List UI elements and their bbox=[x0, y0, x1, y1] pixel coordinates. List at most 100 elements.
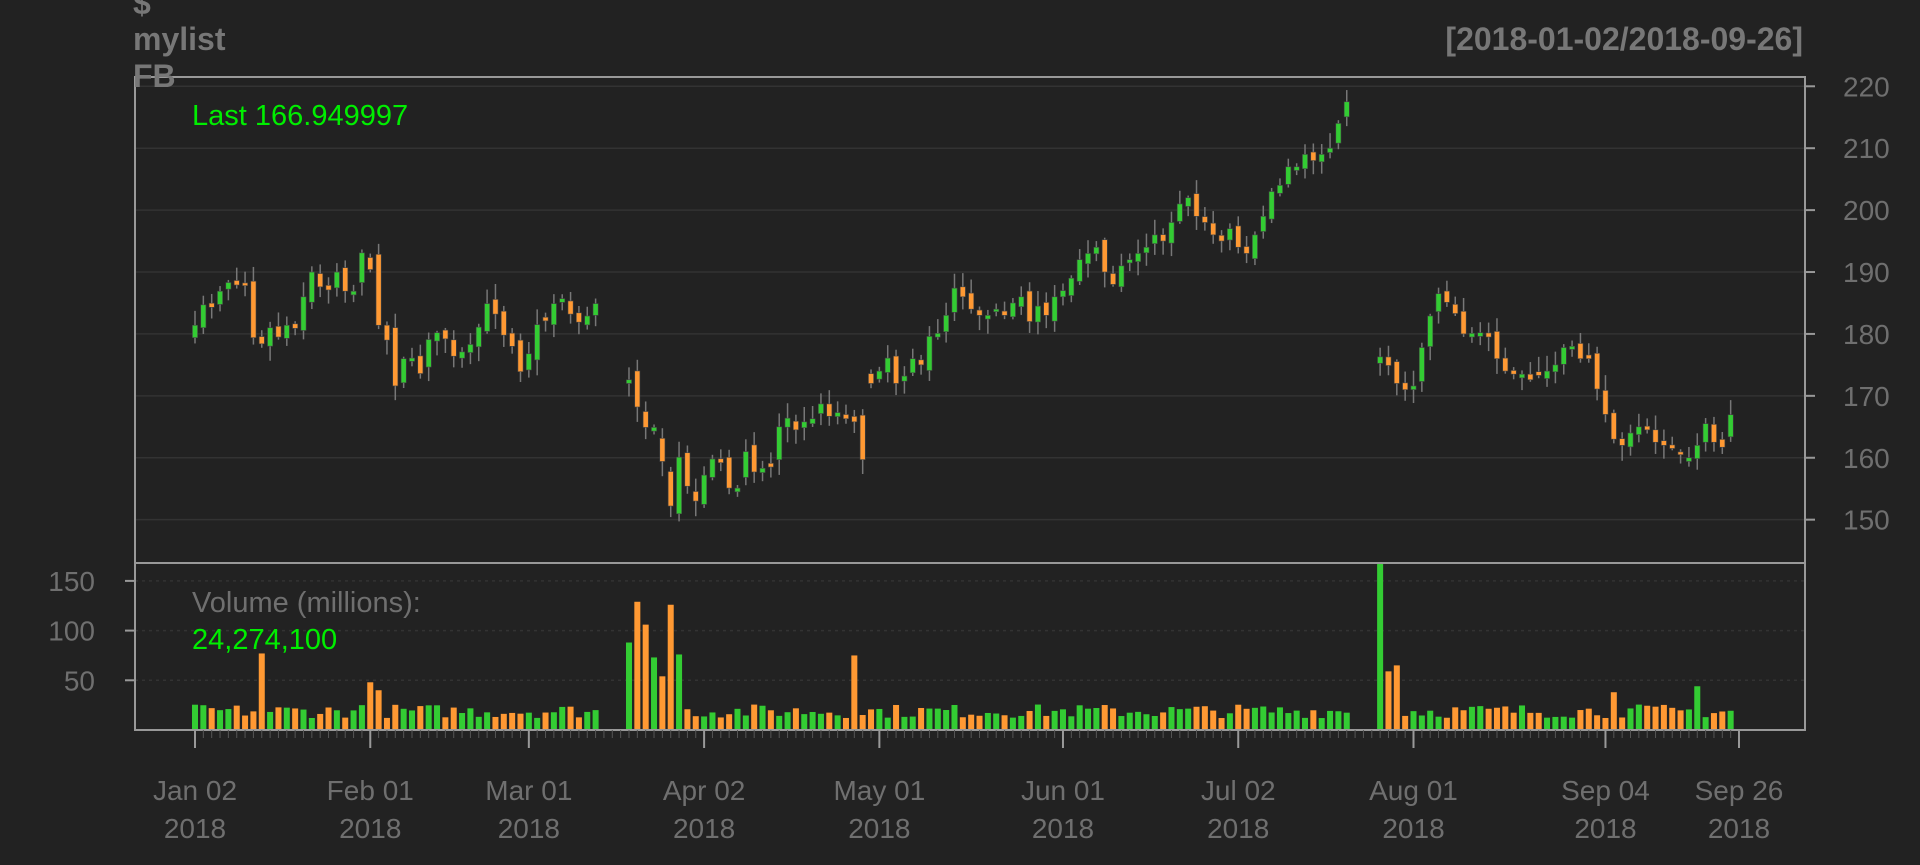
candle-body bbox=[283, 324, 290, 339]
price-candle bbox=[225, 279, 232, 301]
price-candle bbox=[759, 460, 766, 482]
price-candle bbox=[1076, 249, 1083, 285]
volume-bar bbox=[191, 704, 199, 730]
volume-bar bbox=[292, 708, 299, 730]
volume-bar bbox=[1268, 712, 1275, 730]
candle-body bbox=[1569, 346, 1575, 350]
candle-body bbox=[968, 292, 975, 310]
candle-body bbox=[826, 403, 833, 417]
volume-bar bbox=[1577, 710, 1584, 730]
candle-body bbox=[409, 357, 415, 362]
volume-bar bbox=[342, 717, 349, 730]
price-candle bbox=[667, 466, 674, 518]
volume-bar bbox=[625, 642, 632, 730]
volume-bar bbox=[726, 714, 733, 730]
candle-body bbox=[1635, 426, 1642, 435]
candle-body bbox=[709, 458, 716, 478]
price-candle bbox=[367, 253, 374, 273]
price-candle bbox=[275, 312, 282, 340]
price-candle bbox=[734, 484, 741, 497]
candle-body bbox=[217, 290, 223, 305]
candle-body bbox=[492, 299, 499, 315]
candle-body bbox=[1310, 151, 1317, 161]
volume-bar bbox=[709, 712, 716, 730]
candle-body bbox=[275, 325, 282, 338]
candle-body bbox=[1010, 302, 1016, 318]
candle-body bbox=[208, 302, 215, 308]
price-candle bbox=[242, 271, 248, 297]
volume-bar bbox=[550, 712, 557, 730]
candle-body bbox=[475, 326, 482, 348]
candle-body bbox=[567, 300, 574, 315]
volume-bar bbox=[1193, 706, 1200, 730]
x-tick-label-date: Apr 02 bbox=[663, 775, 746, 806]
volume-tick-label: 50 bbox=[64, 665, 95, 696]
candle-body bbox=[1126, 259, 1133, 264]
volume-bar bbox=[1034, 704, 1041, 730]
price-candle bbox=[1402, 371, 1409, 401]
volume-bar bbox=[642, 624, 649, 730]
candle-body bbox=[1410, 385, 1417, 390]
candle-body bbox=[250, 280, 257, 338]
price-candle bbox=[1494, 318, 1500, 374]
volume-bar bbox=[634, 601, 641, 730]
price-candle bbox=[801, 406, 808, 441]
volume-bar bbox=[1493, 707, 1500, 730]
price-candle bbox=[1118, 253, 1125, 293]
volume-label: Volume (millions): bbox=[192, 587, 421, 619]
candle-body bbox=[659, 438, 666, 462]
price-candle bbox=[525, 342, 532, 378]
candle-body bbox=[425, 339, 432, 368]
volume-bar bbox=[951, 704, 958, 730]
volume-bar bbox=[1001, 715, 1008, 730]
candle-body bbox=[1577, 343, 1584, 359]
volume-bar bbox=[358, 705, 365, 730]
x-tick-label-date: Aug 01 bbox=[1369, 775, 1458, 806]
price-candle bbox=[1293, 163, 1300, 176]
candle-body bbox=[1644, 425, 1651, 431]
candle-body bbox=[943, 315, 950, 333]
price-tick-label: 150 bbox=[1843, 505, 1890, 536]
price-candle bbox=[1043, 292, 1050, 329]
price-candle bbox=[267, 321, 274, 361]
volume-bar bbox=[1059, 709, 1066, 730]
x-tick-label-year: 2018 bbox=[1032, 813, 1094, 844]
price-candle bbox=[1610, 409, 1617, 444]
volume-bar bbox=[1610, 692, 1617, 730]
volume-bar bbox=[842, 717, 849, 730]
price-candle bbox=[342, 260, 349, 303]
volume-bar bbox=[1026, 710, 1033, 730]
x-tick-label-date: Sep 26 bbox=[1695, 775, 1784, 806]
candle-body bbox=[1502, 357, 1509, 372]
x-tick-label-year: 2018 bbox=[1382, 813, 1444, 844]
symbol-line-1: $ bbox=[133, 0, 151, 21]
volume-bar bbox=[375, 690, 382, 730]
price-candle bbox=[1343, 90, 1350, 127]
volume-bar bbox=[459, 713, 466, 730]
volume-tick-label: 150 bbox=[48, 566, 95, 597]
candle-body bbox=[1135, 253, 1141, 262]
x-tick-label-year: 2018 bbox=[1207, 813, 1269, 844]
volume-bar bbox=[275, 707, 282, 730]
x-tick-label-date: Jan 02 bbox=[153, 775, 237, 806]
volume-bar bbox=[1652, 706, 1659, 730]
price-candle bbox=[634, 359, 641, 422]
volume-bar bbox=[1535, 712, 1542, 730]
candle-body bbox=[1168, 222, 1175, 244]
volume-bar bbox=[1519, 705, 1526, 730]
x-tick-label-year: 2018 bbox=[339, 813, 401, 844]
candle-body bbox=[1285, 166, 1292, 185]
x-tick-label-year: 2018 bbox=[848, 813, 910, 844]
volume-bar bbox=[475, 716, 482, 730]
volume-bar bbox=[559, 706, 566, 730]
volume-bar bbox=[1335, 711, 1342, 730]
candle-body bbox=[459, 351, 465, 359]
volume-bar bbox=[667, 604, 674, 730]
candle-body bbox=[684, 452, 691, 487]
candle-body bbox=[1060, 290, 1066, 298]
candle-body bbox=[1201, 216, 1208, 223]
candle-body bbox=[934, 333, 941, 338]
volume-bar bbox=[1460, 710, 1467, 730]
volume-bar bbox=[217, 710, 224, 730]
volume-bar bbox=[993, 713, 1000, 730]
